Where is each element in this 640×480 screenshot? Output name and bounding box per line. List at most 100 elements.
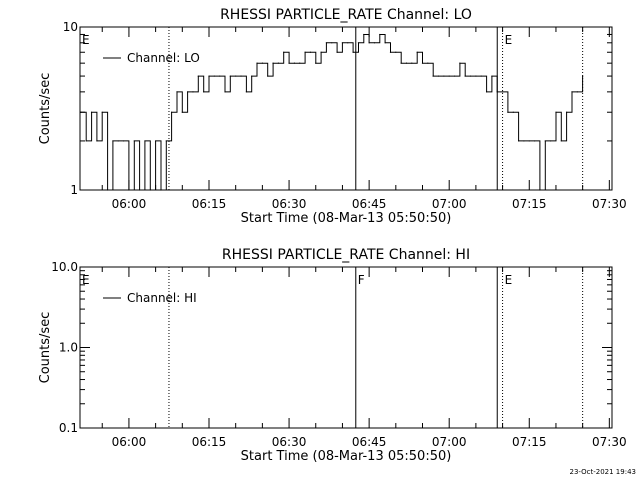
chart-1-data-point bbox=[432, 75, 434, 77]
chart-1-data-point bbox=[400, 62, 402, 64]
chart-1-data-point bbox=[208, 75, 210, 77]
chart-1-data-point bbox=[245, 91, 247, 93]
chart-1-data-point bbox=[357, 42, 360, 44]
chart-1-data-point bbox=[352, 51, 354, 53]
chart-1-data-point bbox=[181, 111, 183, 113]
chart-1-data-point bbox=[389, 51, 392, 53]
chart-1-x-tick-label: 07:00 bbox=[432, 197, 467, 211]
chart-2-y-tick-label: 0.1 bbox=[59, 421, 78, 435]
chart-1-data-point bbox=[496, 91, 498, 93]
chart-2-x-tick-label: 07:30 bbox=[592, 435, 627, 449]
chart-1-data-point bbox=[501, 91, 504, 93]
chart-2-legend-label: Channel: HI bbox=[127, 291, 197, 305]
chart-1-data-point bbox=[187, 91, 189, 93]
chart-1-data-point bbox=[405, 62, 408, 64]
chart-1-data-point bbox=[160, 189, 162, 191]
chart-1-data-point bbox=[379, 33, 381, 36]
chart-2-x-tick-label: 07:15 bbox=[512, 435, 547, 449]
chart-1-data-point bbox=[507, 111, 509, 113]
chart-1-data-point bbox=[192, 91, 194, 93]
chart-1-data-point bbox=[480, 75, 482, 77]
chart-1-data-point bbox=[240, 75, 242, 77]
chart-1-data-point bbox=[469, 75, 472, 77]
chart-1-data-point bbox=[229, 75, 231, 77]
chart-1-data-point bbox=[299, 62, 301, 64]
chart-1-x-tick-label: 06:30 bbox=[272, 197, 307, 211]
chart-2-y-axis-label: Counts/sec bbox=[38, 312, 53, 384]
chart-1-data-point bbox=[80, 111, 82, 113]
chart-1-data-point bbox=[304, 51, 306, 53]
chart-1-data-point bbox=[523, 140, 525, 142]
chart-1: RHESSI PARTICLE_RATE Channel: LO 06:00 06:… bbox=[38, 7, 627, 226]
chart-2-x-tick-label: 06:45 bbox=[352, 435, 387, 449]
chart-1-x-tick-label: 06:00 bbox=[112, 197, 147, 211]
chart-1-data-point bbox=[197, 75, 199, 77]
chart-1-data-point bbox=[555, 111, 557, 113]
chart-1-data-point bbox=[277, 62, 279, 64]
chart-1-data-point bbox=[96, 140, 98, 142]
chart-1-data-point bbox=[128, 189, 130, 191]
chart-1-data-point bbox=[261, 62, 263, 64]
chart-1-data-point bbox=[373, 42, 376, 44]
chart-1-data-point bbox=[293, 62, 296, 64]
chart-1-data-point bbox=[443, 75, 445, 77]
chart-1-data-point bbox=[437, 75, 440, 77]
chart-1-data-point bbox=[331, 42, 333, 44]
chart-1-data-point bbox=[122, 140, 125, 142]
chart-1-x-tick-label: 07:30 bbox=[592, 197, 627, 211]
chart-1-data-point bbox=[560, 140, 562, 142]
chart-2-x-axis-label: Start Time (08-Mar-13 05:50:50) bbox=[241, 449, 452, 464]
chart-1-data-point bbox=[315, 62, 317, 64]
chart-2-annotation-E: E bbox=[505, 273, 513, 287]
chart-2-annotation-E: E bbox=[82, 273, 90, 287]
chart-1-data-point bbox=[101, 111, 103, 113]
chart-1-data-point bbox=[550, 140, 552, 142]
chart-1-data-point bbox=[395, 51, 397, 53]
chart-2-title: RHESSI PARTICLE_RATE Channel: HI bbox=[222, 247, 470, 263]
chart-1-data-point bbox=[165, 140, 167, 142]
chart-1-series-line-1 bbox=[80, 34, 584, 191]
chart-1-data-point bbox=[149, 189, 151, 191]
chart-1-annotation-E: E bbox=[505, 33, 513, 47]
chart-1-data-point bbox=[571, 91, 573, 93]
chart-1-data-point bbox=[336, 51, 338, 53]
chart-1-data-point bbox=[448, 75, 450, 77]
chart-1-data-point bbox=[219, 75, 221, 77]
chart-1-data-point bbox=[475, 75, 477, 77]
chart-1-data-point bbox=[139, 189, 141, 191]
chart-1-legend-label: Channel: LO bbox=[127, 51, 200, 65]
chart-1-x-tick-label: 07:15 bbox=[512, 197, 547, 211]
chart-1-data-point bbox=[224, 91, 226, 93]
chart-1-data-point bbox=[363, 33, 365, 36]
chart-1-data-point bbox=[411, 62, 413, 64]
chart-1-data-point bbox=[534, 140, 536, 142]
chart-2-x-tick-label: 07:00 bbox=[432, 435, 467, 449]
chart-1-data-point bbox=[416, 51, 418, 53]
chart-1-data-point bbox=[421, 62, 424, 64]
chart-2-y-tick-label: 10.0 bbox=[51, 260, 78, 274]
chart-1-data-point bbox=[459, 62, 461, 64]
chart-2-x-tick-label: 06:00 bbox=[112, 435, 147, 449]
chart-1-y-tick-label: 1 bbox=[70, 183, 78, 197]
footer-timestamp: 23-Oct-2021 19:43 bbox=[570, 468, 636, 476]
chart-1-data-point bbox=[272, 62, 274, 64]
chart-1-data-point bbox=[155, 140, 157, 142]
chart-1-data-point bbox=[368, 42, 370, 44]
chart-2: RHESSI PARTICLE_RATE Channel: HI 06:00 06:… bbox=[38, 247, 627, 464]
chart-1-data-point bbox=[464, 75, 466, 77]
chart-1-data-point bbox=[325, 42, 328, 44]
chart-1-data-point bbox=[176, 91, 178, 93]
chart-1-data-point bbox=[582, 75, 584, 77]
chart-1-data-point bbox=[427, 62, 429, 64]
chart-1-data-point bbox=[144, 140, 146, 142]
chart-1-y-tick-label: 10 bbox=[63, 20, 78, 34]
chart-1-data-point bbox=[267, 75, 269, 77]
chart-1-data-point bbox=[347, 42, 349, 44]
chart-1-x-tick-label: 06:15 bbox=[192, 197, 227, 211]
chart-1-data-point bbox=[171, 111, 173, 113]
chart-1-x-tick-label: 06:45 bbox=[352, 197, 387, 211]
chart-1-data-point bbox=[576, 91, 578, 93]
chart-1-data-point bbox=[85, 140, 87, 142]
chart-1-data-point bbox=[203, 91, 205, 93]
